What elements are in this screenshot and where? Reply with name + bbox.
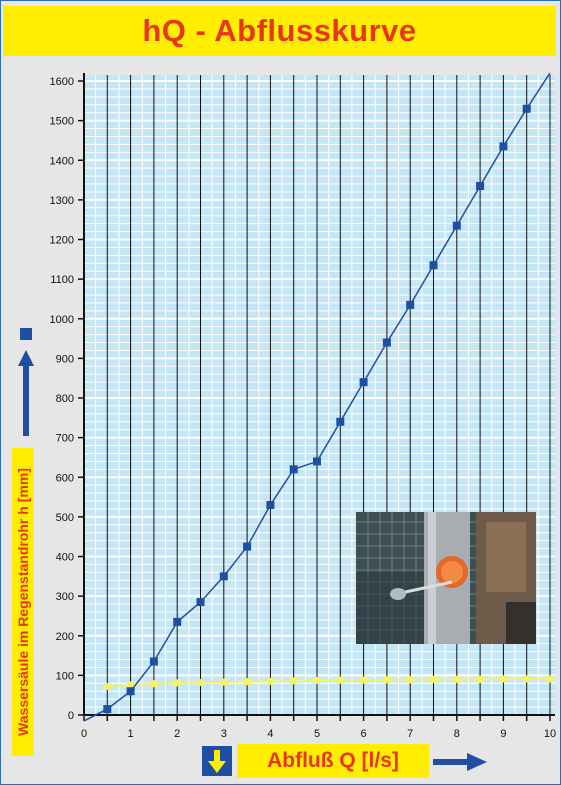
y-tick-label: 1400 xyxy=(50,155,74,167)
x-tick-label: 7 xyxy=(407,728,413,740)
series-reference-point xyxy=(383,676,391,684)
y-tick-label: 800 xyxy=(56,393,74,405)
series-main-point xyxy=(219,572,228,581)
ylabel-box xyxy=(12,448,34,756)
series-main-point xyxy=(476,182,485,191)
series-reference-point xyxy=(173,679,181,687)
y-tick-label: 300 xyxy=(56,591,74,603)
y-tick-label: 1000 xyxy=(50,314,74,326)
series-reference-point xyxy=(103,682,111,690)
y-tick-label: 400 xyxy=(56,552,74,564)
series-main-point xyxy=(289,465,298,474)
series-reference-point xyxy=(150,680,158,688)
series-main-point xyxy=(382,338,391,347)
chart-title: hQ - Abflusskurve xyxy=(142,13,417,48)
x-tick-label: 3 xyxy=(221,728,227,740)
y-tick-label: 100 xyxy=(56,670,74,682)
series-main-point xyxy=(359,378,368,387)
series-reference-point xyxy=(430,675,437,683)
series-main-point xyxy=(126,687,135,696)
series-reference-point xyxy=(266,677,274,685)
x-axis-label-box: Abfluß Q [l/s] xyxy=(237,744,429,778)
y-tick-label: 1100 xyxy=(50,274,74,286)
series-reference-point xyxy=(406,676,414,684)
series-reference-point xyxy=(523,675,531,683)
y-axis-label: Wassersäule im Regenstandrohr h [mm] xyxy=(15,468,31,736)
series-reference-point xyxy=(220,678,228,686)
y-tick-label: 1500 xyxy=(50,116,74,128)
y-tick-label: 700 xyxy=(56,433,74,445)
down-arrow-icon xyxy=(202,746,232,776)
x-tick-label: 6 xyxy=(361,728,367,740)
y-tick-label: 1600 xyxy=(50,76,74,88)
x-tick-label: 10 xyxy=(544,728,556,740)
x-tick-label: 1 xyxy=(128,728,134,740)
title-bar: hQ - Abflusskurve xyxy=(3,6,556,56)
series-main-point xyxy=(196,598,205,607)
x-tick-label: 9 xyxy=(500,728,506,740)
series-main-point xyxy=(266,500,275,509)
series-reference-line xyxy=(107,677,550,688)
legend-square-marker-icon xyxy=(20,328,32,340)
series-main-point xyxy=(243,542,252,551)
x-tick-label: 2 xyxy=(174,728,180,740)
series-reference-point xyxy=(290,677,298,685)
x-tick-label: 8 xyxy=(454,728,460,740)
series-reference-point xyxy=(197,679,204,687)
series-main-point xyxy=(103,705,112,714)
up-arrow-icon xyxy=(18,328,34,436)
series-main-point xyxy=(522,104,531,113)
series-main-point xyxy=(406,300,415,309)
series-reference-point xyxy=(243,678,251,686)
series-main-point xyxy=(336,417,345,426)
y-tick-label: 600 xyxy=(56,472,74,484)
x-axis-label: Abfluß Q [l/s] xyxy=(267,749,399,772)
right-arrow-icon xyxy=(433,753,487,771)
series-main-point xyxy=(452,221,461,230)
series-main-point xyxy=(499,142,508,151)
y-tick-label: 1200 xyxy=(50,235,74,247)
y-tick-label: 200 xyxy=(56,631,74,643)
x-tick-label: 0 xyxy=(81,728,87,740)
y-tick-label: 500 xyxy=(56,512,74,524)
series-reference-point xyxy=(476,675,484,683)
series-reference-point xyxy=(360,676,368,684)
x-tick-label: 5 xyxy=(314,728,320,740)
series-reference-point xyxy=(127,681,135,689)
series-main-point xyxy=(173,617,182,626)
series-main-point xyxy=(313,457,321,466)
series-reference-point xyxy=(336,676,344,684)
x-tick-label: 4 xyxy=(267,728,273,740)
y-tick-label: 900 xyxy=(56,353,74,365)
y-tick-label: 1300 xyxy=(50,195,74,207)
series-reference-point xyxy=(499,675,507,683)
series-main-point xyxy=(429,261,438,270)
y-tick-label: 0 xyxy=(68,710,74,722)
series-reference-point xyxy=(546,675,554,683)
photo-gauge xyxy=(356,512,536,644)
series-main-point xyxy=(149,657,158,666)
series-reference-point xyxy=(313,677,321,685)
series-reference-point xyxy=(453,675,461,683)
